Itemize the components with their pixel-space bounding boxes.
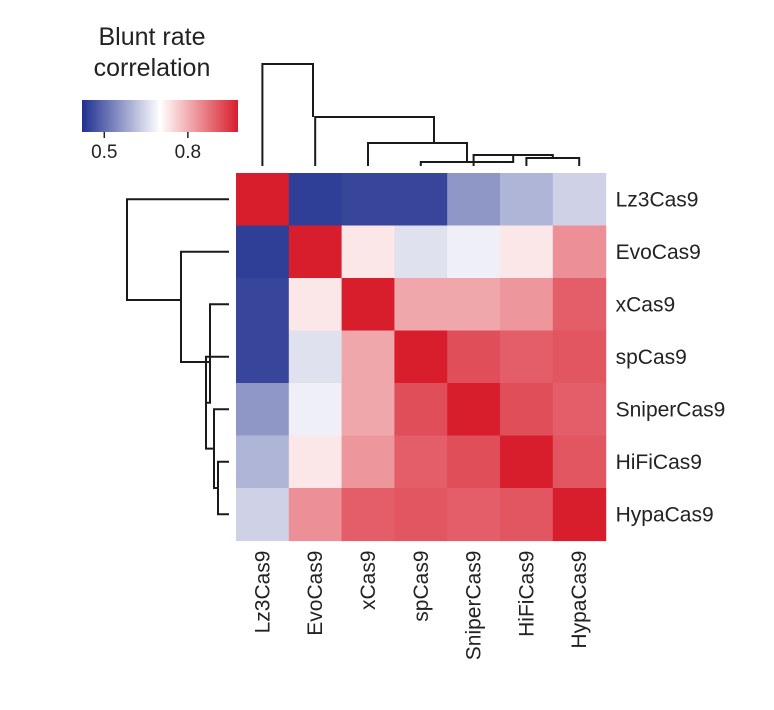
column-labels: Lz3Cas9 EvoCas9 xCas9 spCas9 SniperCas9 HiFiC… — [251, 551, 591, 661]
heatmap-cell — [288, 383, 343, 437]
colorbar — [82, 100, 238, 132]
heatmap-cell — [552, 278, 607, 332]
dendrogram-link — [126, 198, 229, 301]
heatmap-cell — [552, 173, 607, 227]
dendrogram-link — [206, 303, 229, 404]
row-labels: Lz3Cas9 EvoCas9 xCas9 spCas9 SniperCas9 HiFiC… — [616, 188, 726, 526]
heatmap-cell — [500, 435, 554, 489]
column-label: HypaCas9 — [568, 551, 591, 649]
dendrogram-link — [180, 250, 229, 363]
heatmap-cell — [341, 435, 395, 489]
heatmap-cell — [552, 225, 607, 279]
heatmap-cell — [447, 225, 501, 279]
dendrogram-link — [213, 408, 229, 489]
row-label: HiFiCas9 — [616, 451, 702, 474]
legend-tick-label: 0.8 — [175, 142, 201, 163]
heatmap-cell — [552, 435, 607, 489]
heatmap-cell — [447, 383, 501, 437]
heatmap-cell — [447, 278, 501, 332]
heatmap-cell — [288, 278, 343, 332]
heatmap-cell — [394, 278, 448, 332]
top-dendrogram — [261, 63, 581, 166]
heatmap-cell — [447, 488, 501, 542]
heatmap-cell — [341, 330, 395, 384]
heatmap-cell — [394, 383, 448, 437]
heatmap-cell — [288, 488, 343, 542]
heatmap-cell — [236, 330, 290, 384]
heatmap-cell — [288, 225, 343, 279]
row-label: SniperCas9 — [616, 398, 726, 421]
heatmap-cell — [341, 225, 395, 279]
heatmap-cell — [288, 173, 343, 227]
column-label: xCas9 — [357, 551, 380, 611]
column-label: spCas9 — [410, 551, 433, 622]
legend: Blunt rate correlation 0.5 0.8 — [82, 23, 238, 163]
column-label: SniperCas9 — [463, 551, 486, 661]
heatmap-cell — [394, 488, 448, 542]
heatmap-cell — [447, 435, 501, 489]
heatmap-cells — [236, 173, 607, 542]
legend-tick-label: 0.5 — [91, 142, 117, 163]
heatmap-cell — [341, 278, 395, 332]
heatmap-cell — [500, 330, 554, 384]
heatmap-cell — [394, 435, 448, 489]
heatmap-cell — [236, 225, 290, 279]
row-label: spCas9 — [616, 346, 687, 369]
heatmap-cell — [447, 330, 501, 384]
row-label: EvoCas9 — [616, 241, 701, 264]
heatmap-cell — [500, 278, 554, 332]
column-label: Lz3Cas9 — [251, 551, 274, 634]
legend-title-line-1: Blunt rate — [98, 23, 205, 51]
heatmap-cell — [236, 435, 290, 489]
heatmap-cell — [552, 330, 607, 384]
legend-title-line-2: correlation — [94, 54, 211, 82]
heatmap-cell — [500, 488, 554, 542]
heatmap-cell — [341, 383, 395, 437]
heatmap-cell — [236, 278, 290, 332]
heatmap-cell — [500, 225, 554, 279]
heatmap-cell — [341, 488, 395, 542]
heatmap-cell — [236, 173, 290, 227]
heatmap-cell — [394, 330, 448, 384]
heatmap-cell — [500, 173, 554, 227]
dendrogram-link — [525, 157, 581, 166]
row-label: HypaCas9 — [616, 503, 714, 526]
row-label: Lz3Cas9 — [616, 188, 699, 211]
heatmap-cell — [552, 383, 607, 437]
heatmap-cell — [341, 173, 395, 227]
dendrogram-link — [217, 460, 229, 516]
dendrogram-link — [261, 63, 314, 166]
heatmap-cell — [552, 488, 607, 542]
heatmap-cell — [236, 488, 290, 542]
column-label: EvoCas9 — [304, 551, 327, 636]
dendrogram-link — [367, 142, 468, 166]
heatmap-cell — [236, 383, 290, 437]
heatmap-cell — [447, 173, 501, 227]
left-dendrogram — [126, 198, 229, 516]
column-label: HiFiCas9 — [515, 551, 538, 637]
heatmap-cell — [394, 173, 448, 227]
row-label: xCas9 — [616, 293, 676, 316]
heatmap-cell — [394, 225, 448, 279]
dendrogram-link — [314, 116, 435, 166]
heatmap-cell — [288, 330, 343, 384]
heatmap-cell — [500, 383, 554, 437]
heatmap-cell — [288, 435, 343, 489]
